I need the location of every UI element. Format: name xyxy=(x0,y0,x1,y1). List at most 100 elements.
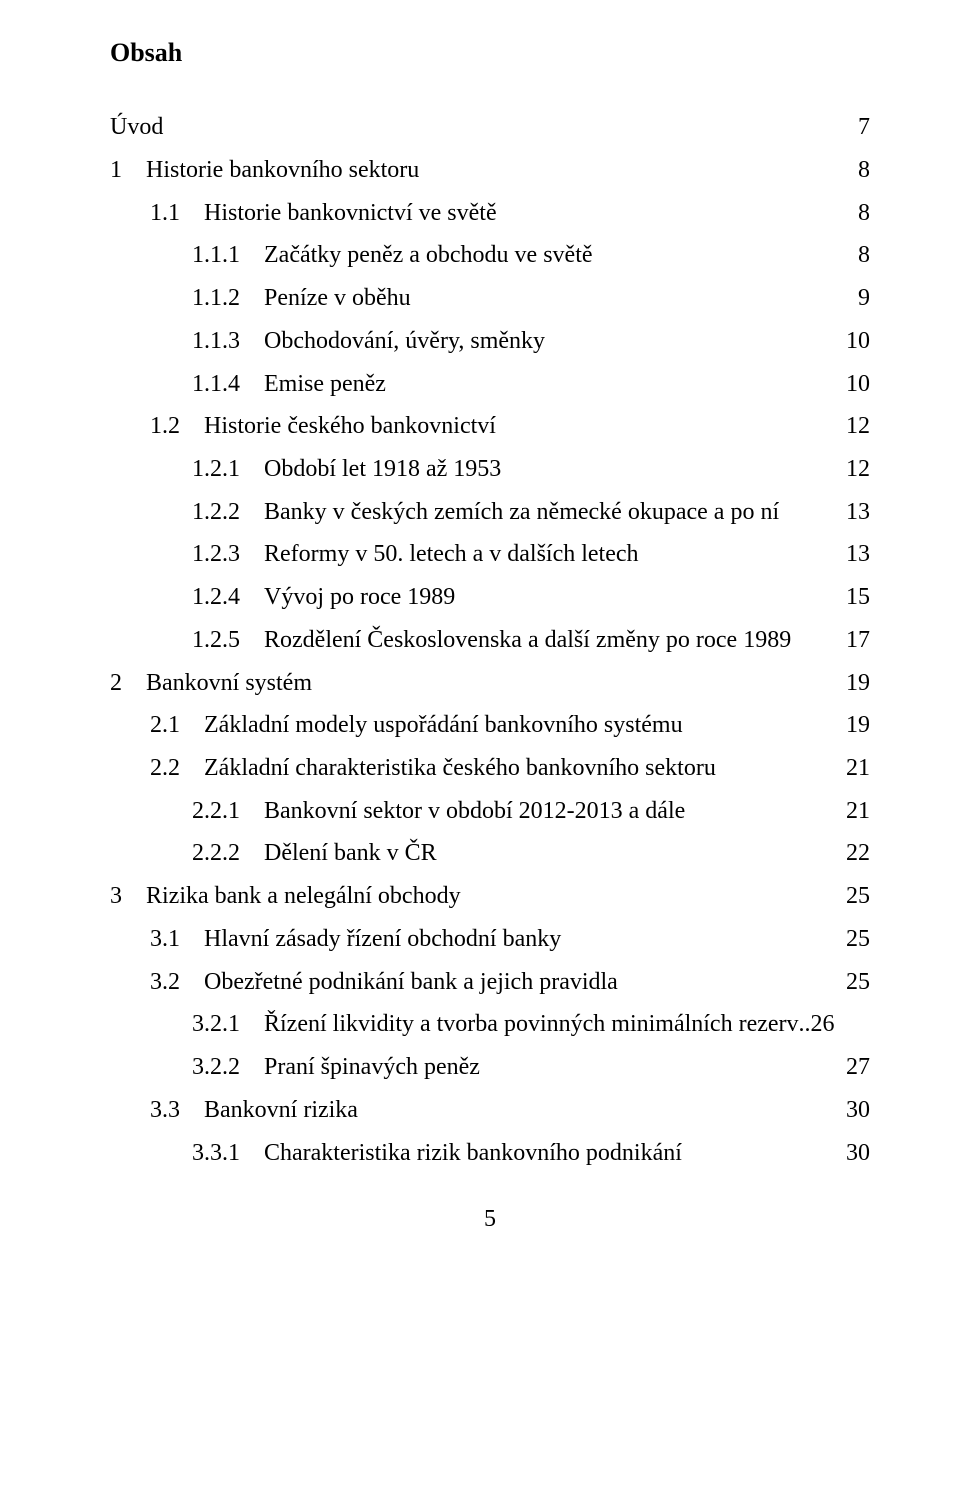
toc-entry-number: 3.2.1 xyxy=(192,1003,240,1046)
toc-entry-number: 1.2 xyxy=(150,405,180,448)
toc-entry-number: 1.2.5 xyxy=(192,619,240,662)
toc-entry-text: 1.2.3 Reformy v 50. letech a v dalších l… xyxy=(192,533,639,576)
toc-entry-page: 12 xyxy=(846,448,870,491)
toc-entry-page: 21 xyxy=(846,747,870,790)
toc-entry-text: 1.2.1 Období let 1918 až 1953 xyxy=(192,448,501,491)
toc-entry-label: Historie bankovnictví ve světě xyxy=(204,200,497,226)
toc-entry-page: 26 xyxy=(811,1003,835,1046)
toc-entry: 3.2.1 Řízení likvidity a tvorba povinnýc… xyxy=(110,1003,870,1046)
toc-entry-page: 9 xyxy=(858,277,870,320)
toc-entry-text: 3.3 Bankovní rizika xyxy=(150,1089,358,1132)
toc-entry-page: 10 xyxy=(846,363,870,406)
toc-entry-label: Úvod xyxy=(110,114,163,140)
toc-entry-text: 2 Bankovní systém xyxy=(110,662,312,705)
toc-entry: 2 Bankovní systém 19 xyxy=(110,662,870,705)
toc-entry-number: 3.3.1 xyxy=(192,1132,240,1175)
toc-entry: 1.1.3 Obchodování, úvěry, směnky 10 xyxy=(110,320,870,363)
toc-entry-text: 1 Historie bankovního sektoru xyxy=(110,149,419,192)
toc-entry-page: 10 xyxy=(846,320,870,363)
toc-entry-number: 3 xyxy=(110,875,122,918)
table-of-contents: Úvod 71 Historie bankovního sektoru 81.1… xyxy=(110,106,870,1174)
toc-entry: 1.2.2 Banky v českých zemích za německé … xyxy=(110,491,870,534)
toc-entry: 1.2.4 Vývoj po roce 1989 15 xyxy=(110,576,870,619)
toc-entry-page: 27 xyxy=(846,1046,870,1089)
toc-entry-label: Obchodování, úvěry, směnky xyxy=(264,328,545,354)
toc-entry-text: 2.1 Základní modely uspořádání bankovníh… xyxy=(150,704,683,747)
toc-entry: 3.1 Hlavní zásady řízení obchodní banky … xyxy=(110,918,870,961)
toc-entry-label: Základní modely uspořádání bankovního sy… xyxy=(204,712,683,738)
toc-entry-page: 8 xyxy=(858,149,870,192)
toc-entry: 3.2 Obezřetné podnikání bank a jejich pr… xyxy=(110,961,870,1004)
toc-entry-text: 1.1.2 Peníze v oběhu xyxy=(192,277,411,320)
toc-entry-text: 1.2.4 Vývoj po roce 1989 xyxy=(192,576,455,619)
toc-entry: 1.2.5 Rozdělení Československa a další z… xyxy=(110,619,870,662)
toc-entry: 3.3 Bankovní rizika 30 xyxy=(110,1089,870,1132)
toc-entry-page: 17 xyxy=(846,619,870,662)
toc-entry-number: 2.2.2 xyxy=(192,832,240,875)
toc-entry-page: 21 xyxy=(846,790,870,833)
toc-entry-text: 2.2 Základní charakteristika českého ban… xyxy=(150,747,716,790)
toc-entry-label: Hlavní zásady řízení obchodní banky xyxy=(204,926,561,952)
toc-entry-page: 19 xyxy=(846,662,870,705)
toc-entry-page: 25 xyxy=(846,875,870,918)
page-number: 5 xyxy=(110,1198,870,1241)
toc-entry-label: Banky v českých zemích za německé okupac… xyxy=(264,499,779,525)
toc-entry: 2.2 Základní charakteristika českého ban… xyxy=(110,747,870,790)
toc-entry-label: Bankovní rizika xyxy=(204,1097,358,1123)
toc-entry-page: 7 xyxy=(858,106,870,149)
toc-entry-text: 1.2.2 Banky v českých zemích za německé … xyxy=(192,491,779,534)
toc-entry-number: 2.2 xyxy=(150,747,180,790)
toc-entry-label: Bankovní sektor v období 2012-2013 a dál… xyxy=(264,798,685,824)
toc-entry-number: 3.2 xyxy=(150,961,180,1004)
toc-entry-text: Úvod xyxy=(110,106,163,149)
toc-entry-text: 3.1 Hlavní zásady řízení obchodní banky xyxy=(150,918,561,961)
toc-entry: 1.2 Historie českého bankovnictví 12 xyxy=(110,405,870,448)
toc-entry: Úvod 7 xyxy=(110,106,870,149)
toc-entry: 2.2.1 Bankovní sektor v období 2012-2013… xyxy=(110,790,870,833)
toc-entry-page: 15 xyxy=(846,576,870,619)
toc-entry-page: 19 xyxy=(846,704,870,747)
toc-entry: 3.2.2 Praní špinavých peněz 27 xyxy=(110,1046,870,1089)
toc-leader: .. xyxy=(799,1003,811,1046)
toc-entry-label: Emise peněz xyxy=(264,371,386,397)
toc-entry-number: 2 xyxy=(110,662,122,705)
toc-entry-page: 13 xyxy=(846,533,870,576)
toc-entry-number: 1.1 xyxy=(150,192,180,235)
toc-entry-page: 25 xyxy=(846,961,870,1004)
toc-entry: 1.1.4 Emise peněz 10 xyxy=(110,363,870,406)
toc-entry-text: 1.1.3 Obchodování, úvěry, směnky xyxy=(192,320,545,363)
toc-entry-label: Rozdělení Československa a další změny p… xyxy=(264,627,791,653)
toc-entry-label: Základní charakteristika českého bankovn… xyxy=(204,755,716,781)
toc-entry-label: Charakteristika rizik bankovního podniká… xyxy=(264,1140,682,1166)
toc-entry-number: 2.1 xyxy=(150,704,180,747)
toc-entry-number: 1 xyxy=(110,149,122,192)
toc-entry: 3.3.1 Charakteristika rizik bankovního p… xyxy=(110,1132,870,1175)
toc-entry-number: 1.1.3 xyxy=(192,320,240,363)
toc-entry: 1.2.1 Období let 1918 až 1953 12 xyxy=(110,448,870,491)
toc-entry-number: 3.3 xyxy=(150,1089,180,1132)
toc-entry-text: 3.2.2 Praní špinavých peněz xyxy=(192,1046,480,1089)
toc-entry-label: Praní špinavých peněz xyxy=(264,1054,480,1080)
toc-entry-label: Obezřetné podnikání bank a jejich pravid… xyxy=(204,969,618,995)
toc-entry-number: 3.2.2 xyxy=(192,1046,240,1089)
toc-entry-number: 3.1 xyxy=(150,918,180,961)
toc-entry-page: 22 xyxy=(846,832,870,875)
toc-entry-page: 8 xyxy=(858,234,870,277)
toc-entry-label: Bankovní systém xyxy=(146,670,312,696)
toc-entry: 2.2.2 Dělení bank v ČR 22 xyxy=(110,832,870,875)
toc-entry: 1.1.1 Začátky peněz a obchodu ve světě 8 xyxy=(110,234,870,277)
toc-entry-label: Historie bankovního sektoru xyxy=(146,157,419,183)
toc-entry-text: 1.2.5 Rozdělení Československa a další z… xyxy=(192,619,791,662)
toc-entry-text: 3.3.1 Charakteristika rizik bankovního p… xyxy=(192,1132,682,1175)
toc-entry-page: 13 xyxy=(846,491,870,534)
toc-entry-label: Období let 1918 až 1953 xyxy=(264,456,501,482)
toc-entry-page: 30 xyxy=(846,1132,870,1175)
toc-entry-label: Rizika bank a nelegální obchody xyxy=(146,883,461,909)
toc-entry-number: 1.2.4 xyxy=(192,576,240,619)
toc-entry-text: 3.2 Obezřetné podnikání bank a jejich pr… xyxy=(150,961,618,1004)
toc-entry-number: 1.2.2 xyxy=(192,491,240,534)
toc-entry-text: 1.1.1 Začátky peněz a obchodu ve světě xyxy=(192,234,593,277)
page-title: Obsah xyxy=(110,30,870,76)
toc-entry-label: Řízení likvidity a tvorba povinných mini… xyxy=(264,1011,799,1037)
toc-entry-text: 2.2.2 Dělení bank v ČR xyxy=(192,832,437,875)
